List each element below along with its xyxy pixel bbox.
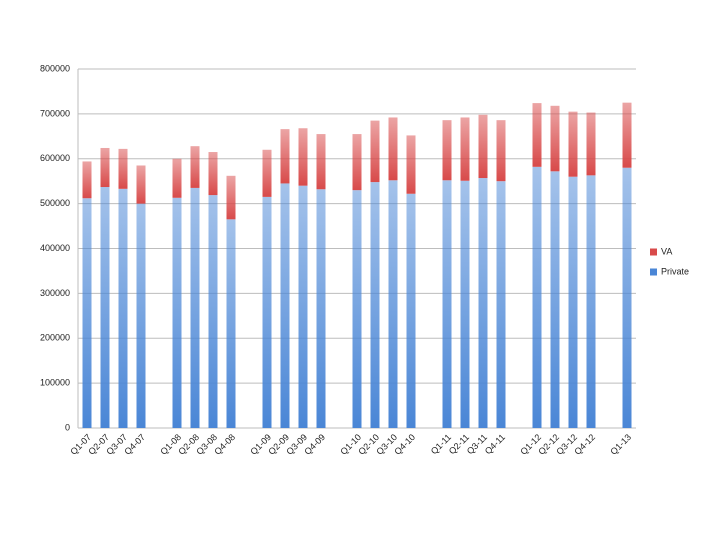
bar-segment [100, 187, 110, 428]
bar-segment [496, 120, 506, 182]
y-tick-label: 400000 [40, 243, 70, 253]
bar-segment [208, 195, 218, 428]
bar-segment [352, 134, 362, 191]
y-tick-label: 500000 [40, 198, 70, 208]
bar-segment [442, 180, 452, 428]
bar-segment [172, 197, 182, 428]
x-tick-label: Q4-10 [392, 432, 417, 457]
bar-segment [280, 183, 290, 428]
bar-segment [136, 203, 146, 428]
bar-segment [532, 166, 542, 428]
y-tick-label: 700000 [40, 108, 70, 118]
y-tick-label: 0 [65, 422, 70, 432]
bar-segment [316, 189, 326, 428]
legend-label: VA [661, 246, 672, 256]
x-tick-label: Q4-09 [302, 432, 327, 457]
bar-segment [388, 117, 398, 181]
bar-segment [568, 176, 578, 428]
x-tick-label: Q1-13 [608, 432, 633, 457]
x-tick-label: Q4-11 [483, 432, 507, 456]
y-tick-label: 200000 [40, 333, 70, 343]
bar-segment [118, 148, 128, 189]
bar-segment [118, 188, 128, 428]
bar-segment [298, 185, 308, 428]
y-tick-label: 300000 [40, 288, 70, 298]
bar-segment [298, 128, 308, 186]
bar-segment [262, 196, 272, 428]
bar-segment [622, 102, 632, 168]
bar-segment [226, 219, 236, 428]
y-tick-label: 600000 [40, 153, 70, 163]
bar-segment [82, 198, 92, 428]
bar-segment [586, 112, 596, 176]
bar-segment [82, 161, 92, 199]
legend-swatch [650, 268, 657, 276]
y-tick-label: 100000 [40, 378, 70, 388]
bar-segment [388, 180, 398, 428]
bar-segment [190, 146, 200, 188]
bar-segment [352, 190, 362, 428]
bar-segment [496, 181, 506, 428]
y-tick-label: 800000 [40, 63, 70, 73]
bar-segment [550, 105, 560, 172]
bar-segment [460, 117, 470, 181]
bar-segment [550, 171, 560, 428]
bar-segment [406, 135, 416, 194]
bar-segment [136, 165, 146, 204]
bar-segment [316, 134, 326, 190]
bar-segment [478, 178, 488, 428]
bar-segment [568, 111, 578, 177]
legend-swatch [650, 248, 657, 256]
bar-segment [406, 193, 416, 428]
x-tick-label: Q4-08 [212, 432, 237, 457]
bar-segment [478, 114, 488, 179]
bar-segment [262, 149, 272, 197]
legend-label: Private [661, 266, 689, 276]
bar-segment [190, 187, 200, 428]
bar-segment [370, 120, 380, 183]
bar-segment [280, 129, 290, 184]
bar-segment [370, 182, 380, 428]
bar-segment [586, 175, 596, 428]
bar-segment [442, 120, 452, 181]
bar-segment [100, 147, 110, 188]
bar-segment [532, 103, 542, 167]
bar-segment [226, 175, 236, 220]
bar-segment [172, 158, 182, 198]
bar-segment [460, 180, 470, 428]
x-tick-label: Q4-07 [122, 432, 147, 457]
bar-segment [622, 167, 632, 428]
x-tick-label: Q4-12 [572, 432, 597, 457]
bar-segment [208, 152, 218, 196]
